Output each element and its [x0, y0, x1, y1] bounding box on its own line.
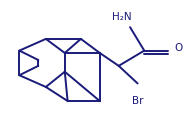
- Text: Br: Br: [132, 96, 143, 106]
- Text: H₂N: H₂N: [112, 12, 131, 22]
- Text: O: O: [175, 43, 183, 53]
